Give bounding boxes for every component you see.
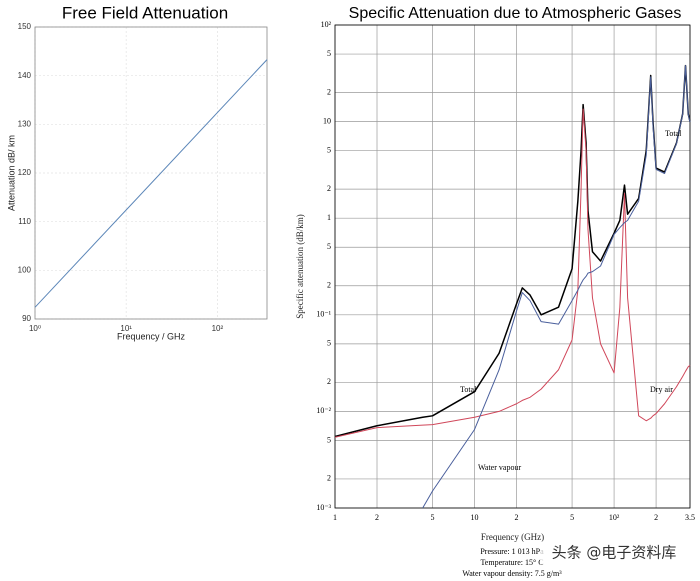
y-tick-label: 1	[327, 213, 331, 222]
y-tick-label: 2	[327, 474, 331, 483]
y-tick-label: 10⁻³	[316, 503, 331, 512]
y-tick-label: 10²	[321, 20, 332, 29]
y-tick-label: 5	[327, 339, 331, 348]
chart: Free Field Attenuation 90 100 110 120 130 140 1…	[6, 3, 268, 341]
annotation: Water vapour	[478, 463, 521, 472]
x-tick-label: 2	[515, 513, 519, 522]
x-tick-label: 2	[654, 513, 658, 522]
annotation: Total	[460, 385, 477, 394]
watermark-bg	[540, 541, 688, 565]
note: Temperature: 15° C	[480, 558, 543, 567]
x-tick-label: 5	[570, 513, 574, 522]
y-tick-label: 2	[327, 87, 331, 96]
x-tick-label: 10²	[609, 513, 620, 522]
y-axis-label: Specific attenuation (dB/km)	[295, 214, 305, 318]
chart-title: Free Field Attenuation	[62, 3, 228, 22]
annotation: Dry air	[650, 385, 673, 394]
chart-title: Specific Attenuation due to Atmospheric …	[349, 5, 682, 22]
y-tick-label: 2	[327, 281, 331, 290]
data-line	[334, 64, 691, 438]
y-tick-label: 2	[327, 377, 331, 386]
y-tick-label: 5	[327, 49, 331, 58]
y-tick-label: 10⁻²	[316, 406, 331, 415]
y-tick-label: 5	[327, 146, 331, 155]
x-tick-label: 5	[431, 513, 435, 522]
x-axis-label: Frequency (GHz)	[481, 532, 544, 542]
note: Water vapour density: 7.5 g/m³	[462, 569, 562, 578]
data-line	[422, 65, 691, 509]
y-tick-label: 5	[327, 435, 331, 444]
note: Pressure: 1 013 hPa	[480, 547, 544, 556]
x-tick-label: 10²	[212, 324, 224, 333]
x-tick-label: 10¹	[120, 324, 132, 333]
plot-frame	[334, 24, 691, 509]
y-tick-label: 10⁻¹	[316, 310, 331, 319]
x-tick-label: 2	[375, 513, 379, 522]
y-tick-label: 110	[18, 217, 31, 226]
x-tick-label: 1	[333, 513, 337, 522]
y-axis-label: Attenuation dB/ km	[6, 135, 16, 211]
annotation: Total	[665, 129, 682, 138]
x-tick-label: 10	[471, 513, 479, 522]
y-tick-label: 140	[18, 71, 32, 80]
plot-frame	[34, 26, 268, 320]
x-tick-label: 3.5	[685, 513, 695, 522]
data-line	[334, 108, 691, 438]
y-tick-label: 5	[327, 242, 331, 251]
y-tick-label: 130	[18, 119, 32, 128]
x-tick-label: 10⁰	[29, 324, 41, 333]
chart: Specific Attenuation due to Atmospheric …	[295, 5, 695, 578]
watermark: 头条 @电子资料库	[552, 544, 677, 562]
y-tick-label: 120	[18, 168, 32, 177]
y-tick-label: 2	[327, 184, 331, 193]
y-tick-label: 90	[22, 314, 31, 323]
data-line	[34, 59, 268, 308]
x-axis-label: Frequency / GHz	[117, 331, 186, 341]
y-tick-label: 100	[18, 265, 32, 274]
y-tick-label: 10	[323, 116, 331, 125]
y-tick-label: 150	[18, 22, 32, 31]
